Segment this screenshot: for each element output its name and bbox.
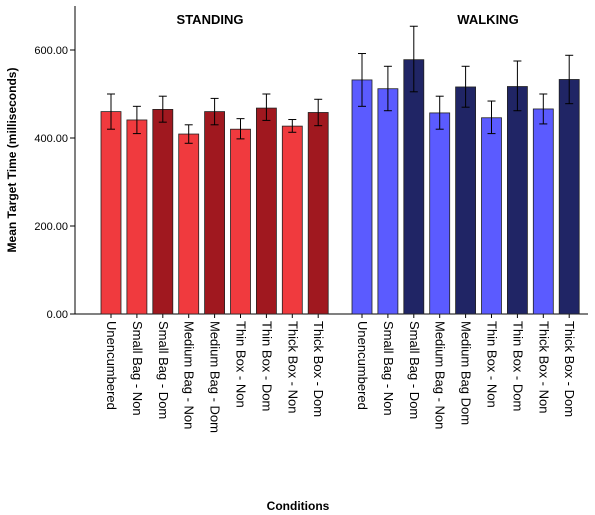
bar <box>230 128 251 315</box>
x-tick-label: Small Bag - Dom <box>407 321 422 419</box>
y-tick-label: 0.00 <box>47 309 68 321</box>
bar <box>100 111 122 315</box>
bar <box>558 79 580 315</box>
x-tick-label: Thick Box - Dom <box>562 321 577 417</box>
x-tick-label: Small Bag - Dom <box>156 321 171 419</box>
y-tick-label: 600.00 <box>34 45 68 57</box>
bars-layer <box>100 25 580 315</box>
x-tick-label: Thin Box - Non <box>234 321 249 408</box>
bar <box>429 112 451 315</box>
x-tick-label: Small Bag - Non <box>130 321 145 416</box>
x-tick-label: Thick Box - Non <box>536 321 551 413</box>
bar <box>255 107 277 315</box>
x-tick-label: Thin Box - Dom <box>510 321 525 411</box>
y-tick-label: 400.00 <box>34 133 68 145</box>
axes: 0.00 200.00 400.00 600.00 STANDING Unencumber… <box>34 6 588 433</box>
x-tick-label: Medium Bag - Dom <box>208 321 223 433</box>
group-title: WALKING <box>457 12 518 27</box>
x-tick-label: Unencumbered <box>355 321 370 410</box>
bar <box>506 86 528 315</box>
x-tick-label: Medium Bag - Non <box>433 321 448 429</box>
y-axis-title: Mean Target Time (milliseconds) <box>5 68 19 253</box>
group-title: STANDING <box>177 12 244 27</box>
bar <box>481 117 502 315</box>
bar <box>281 125 303 315</box>
y-tick-label: 200.00 <box>34 221 68 233</box>
bar <box>351 79 373 315</box>
x-tick-label: Medium Bag Dom <box>459 321 474 425</box>
bar <box>152 109 174 315</box>
bar <box>403 59 425 315</box>
bar <box>178 133 200 315</box>
x-tick-label: Thick Box - Dom <box>311 321 326 417</box>
bar <box>126 119 148 315</box>
bar <box>377 88 399 315</box>
bar <box>204 111 226 315</box>
bar <box>307 112 329 315</box>
x-tick-label: Unencumbered <box>104 321 119 410</box>
x-tick-label: Medium Bag - Non <box>182 321 197 429</box>
x-tick-label: Thin Box - Non <box>485 321 500 408</box>
x-tick-label: Small Bag - Non <box>381 321 396 416</box>
bar <box>455 86 477 315</box>
x-axis-title: Conditions <box>267 499 330 513</box>
x-tick-label: Thick Box - Non <box>285 321 300 413</box>
bar <box>532 108 554 315</box>
x-tick-label: Thin Box - Dom <box>259 321 274 411</box>
